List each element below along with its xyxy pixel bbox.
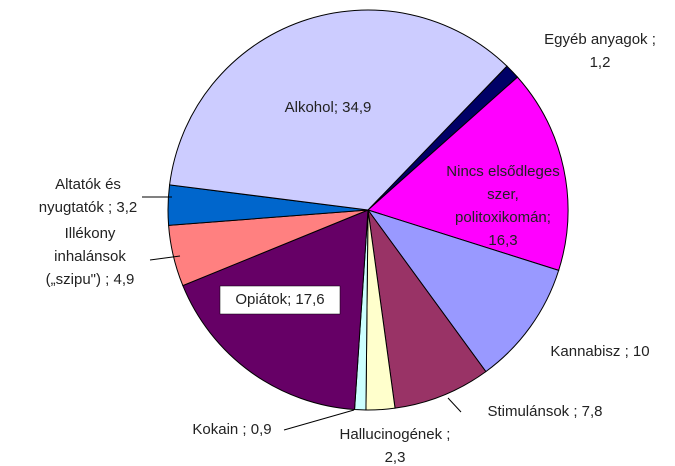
leader-line	[447, 397, 462, 413]
label-box	[219, 285, 341, 315]
data-label: nyugtatók ; 3,2	[39, 199, 137, 216]
data-label: Illékony	[65, 225, 116, 242]
data-label: Alkohol; 34,9	[285, 99, 372, 116]
data-label: Opiátok; 17,6	[235, 291, 324, 308]
data-label: Egyéb anyagok ;	[544, 31, 656, 48]
data-label: Nincs elsődleges	[446, 163, 559, 180]
pie-slice	[366, 209, 560, 373]
leader-line	[283, 409, 355, 431]
data-label: Kannabisz ; 10	[550, 343, 649, 360]
data-label: politoxikomán;	[455, 209, 551, 226]
data-label: szer,	[487, 186, 519, 203]
pie-slice	[367, 76, 569, 272]
pie-slice	[169, 9, 508, 211]
data-label: Hallucinogének ;	[340, 426, 451, 443]
data-label: Kokain ; 0,9	[192, 421, 271, 438]
data-label: Stimulánsok ; 7,8	[487, 403, 602, 420]
data-label: („szipu") ; 4,9	[46, 271, 135, 288]
data-label: Altatók és	[55, 176, 121, 193]
data-label: inhalánsok	[54, 248, 126, 265]
data-label: 2,3	[385, 449, 406, 466]
pie-slice	[367, 209, 487, 409]
data-label: 16,3	[488, 232, 517, 249]
data-label: 1,2	[590, 54, 611, 71]
leader-line	[149, 255, 181, 261]
